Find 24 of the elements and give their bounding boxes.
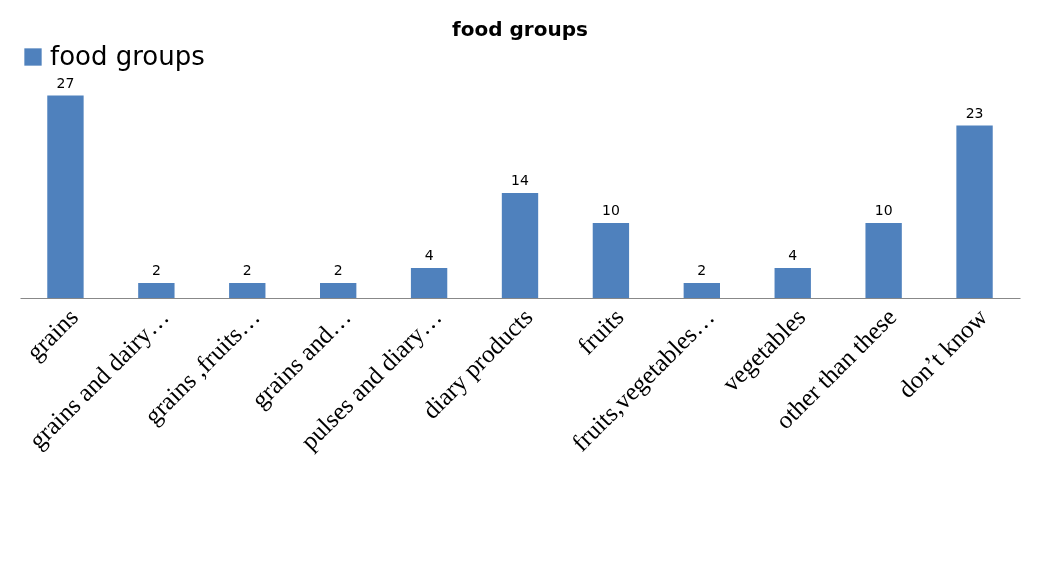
bar [865,223,902,298]
bar [774,268,811,298]
data-label: 10 [602,202,620,218]
bar [320,283,357,298]
data-label: 2 [333,262,343,278]
bar [592,223,630,298]
bar [229,283,266,298]
bar [683,283,720,298]
data-label: 23 [965,104,984,121]
data-label: 4 [788,247,798,263]
data-label: 10 [874,202,893,218]
bar [138,283,175,298]
legend-label: food groups [50,41,205,71]
data-label: 2 [242,262,252,278]
bar [47,95,84,298]
chart-title: food groups [452,17,588,41]
bar [956,125,993,298]
data-label: 27 [56,74,75,91]
data-label: 2 [151,262,161,278]
bar [501,193,539,298]
data-label: 14 [511,172,529,188]
bar [410,268,448,298]
data-label: 4 [424,247,434,263]
data-label: 2 [697,262,707,278]
